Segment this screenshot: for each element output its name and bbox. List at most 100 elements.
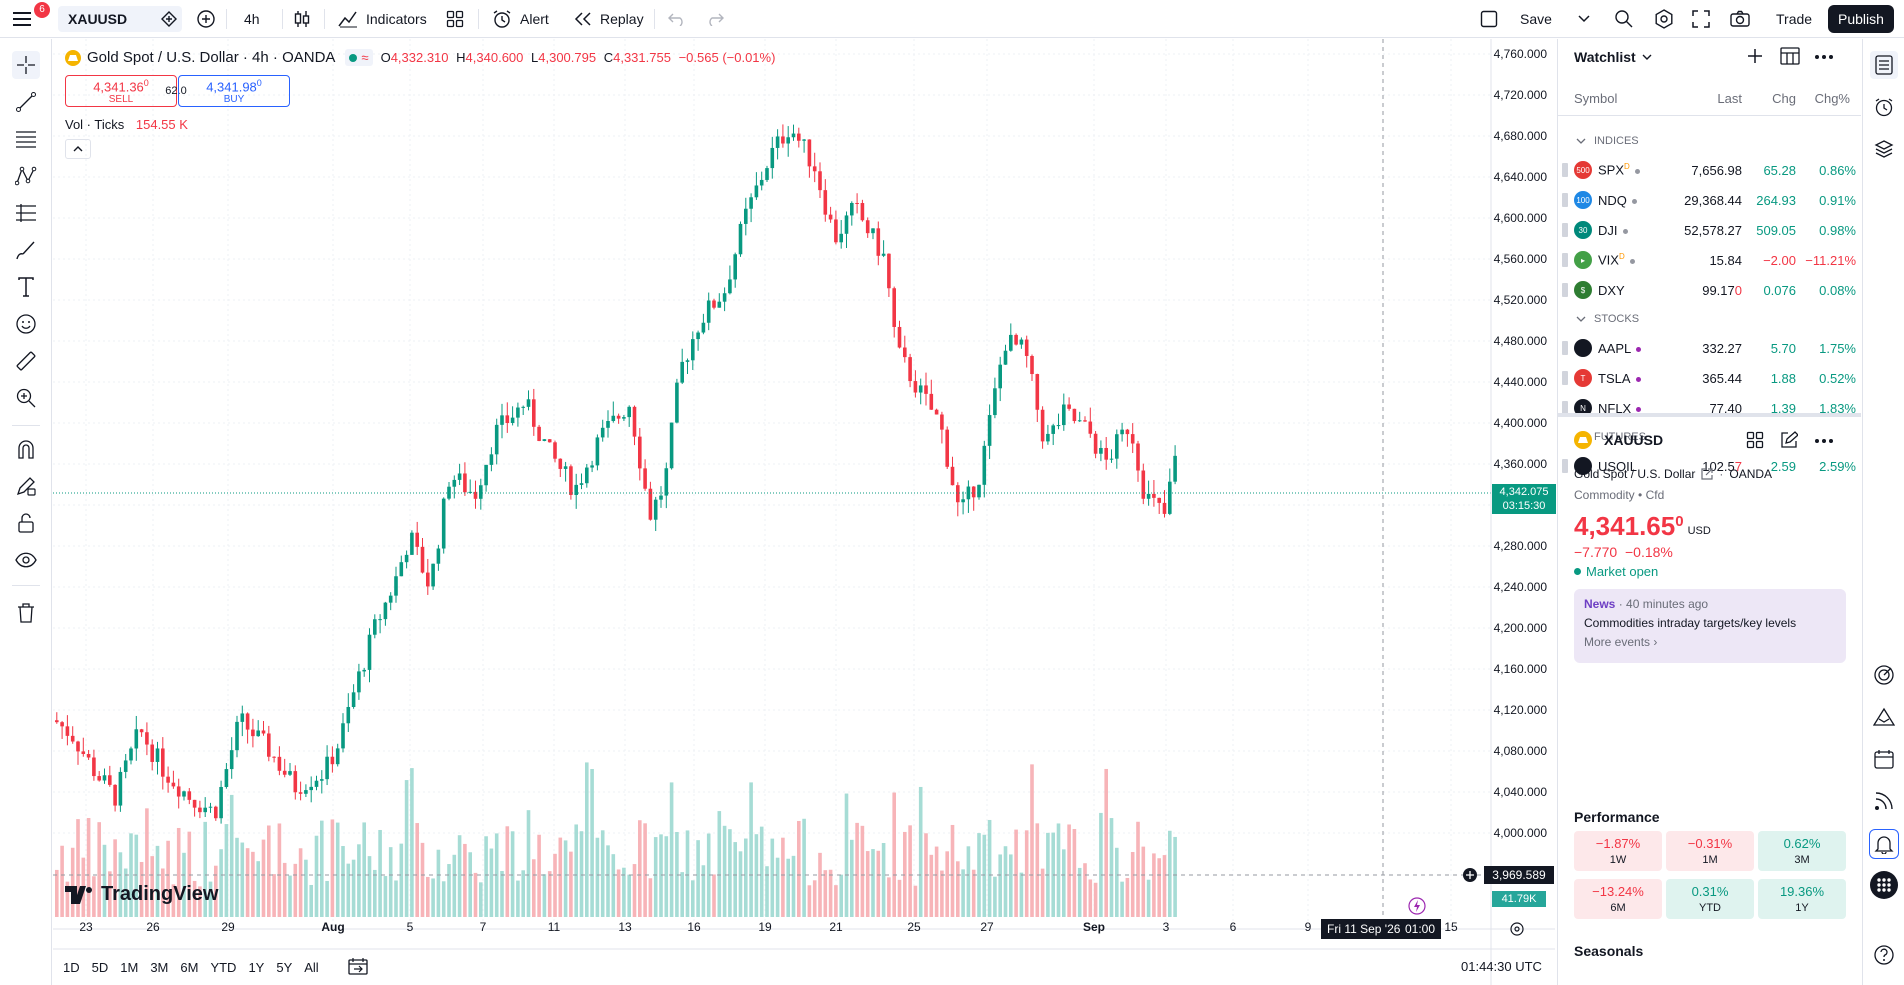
details-symbol[interactable]: XAUUSD	[1604, 432, 1664, 448]
performance-cell-3m[interactable]: 0.62% 3M	[1758, 831, 1846, 871]
trend-line-tool[interactable]	[12, 88, 40, 116]
object-tree-button[interactable]	[1870, 135, 1898, 163]
chart-pane[interactable]: 4,760.000 4,720.000 4,680.000 4,640.000 4,60…	[53, 39, 1556, 985]
hotlists-button[interactable]	[1870, 661, 1898, 689]
watchlist-row[interactable]: N NFLX 77.40 1.39 1.83%	[1558, 393, 1861, 423]
performance-cell-1w[interactable]: −1.87% 1W	[1574, 831, 1662, 871]
watchlist-row[interactable]: 100 NDQ 29,368.44 264.93 0.91%	[1558, 185, 1861, 215]
header-symbol[interactable]: Symbol	[1574, 91, 1618, 106]
news-headline[interactable]: Commodities intraday targets/key levels	[1584, 616, 1797, 630]
templates-button[interactable]	[446, 0, 468, 38]
compare-symbol-button[interactable]	[160, 0, 180, 38]
publish-button[interactable]: Publish	[1828, 5, 1894, 33]
performance-cell-1y[interactable]: 19.36% 1Y	[1758, 879, 1846, 919]
chart-canvas[interactable]: 4,760.000 4,720.000 4,680.000 4,640.000 4,60…	[53, 39, 1555, 985]
products-button[interactable]	[1870, 871, 1898, 899]
zoom-tool[interactable]	[12, 384, 40, 412]
watchlist-row[interactable]: AAPL 332.27 5.70 1.75%	[1558, 333, 1861, 363]
add-symbol-button[interactable]	[196, 0, 216, 38]
stay-in-drawing-tool[interactable]	[12, 472, 40, 500]
seasonals-title[interactable]: Seasonals	[1574, 943, 1644, 959]
chart-type-button[interactable]	[292, 0, 314, 38]
panel-splitter[interactable]	[1558, 413, 1861, 417]
range-6m[interactable]: 6M	[180, 959, 199, 975]
range-5y[interactable]: 5Y	[276, 959, 293, 975]
header-last[interactable]: Last	[1717, 91, 1742, 106]
details-edit-button[interactable]	[1780, 431, 1800, 451]
watchlist-row[interactable]: $ DXY 99.170 0.076 0.08%	[1558, 275, 1861, 305]
measure-tool[interactable]	[12, 347, 40, 375]
header-chg[interactable]: Chg	[1772, 91, 1796, 106]
volume-legend[interactable]: Vol · Ticks 154.55 K	[65, 117, 188, 132]
notifications-button[interactable]	[1869, 829, 1899, 859]
trade-button[interactable]: Trade	[1776, 0, 1812, 38]
calendar-button[interactable]	[1870, 745, 1898, 773]
watchlist-title-button[interactable]: Watchlist	[1574, 47, 1652, 67]
fib-tool[interactable]	[12, 125, 40, 153]
range-1m[interactable]: 1M	[120, 959, 139, 975]
save-button[interactable]: Save	[1520, 0, 1552, 38]
watchlist-row[interactable]: ▸ VIXD 15.84 −2.00 −11.21%	[1558, 245, 1861, 275]
menu-button[interactable]	[12, 0, 40, 38]
watchlist-row[interactable]: 500 SPXD 7,656.98 65.28 0.86%	[1558, 155, 1861, 185]
brush-tool[interactable]	[12, 236, 40, 264]
fullscreen-button[interactable]	[1692, 0, 1714, 38]
details-more-button[interactable]	[1814, 431, 1834, 451]
row-flag[interactable]	[1562, 283, 1568, 297]
text-tool[interactable]	[12, 273, 40, 301]
row-flag[interactable]	[1562, 371, 1568, 385]
magnet-tool[interactable]	[12, 435, 40, 463]
tradingview-logo[interactable]: TradingView	[65, 883, 218, 906]
row-flag[interactable]	[1562, 253, 1568, 267]
market-status[interactable]: Market open	[1574, 564, 1658, 579]
market-status-toggle[interactable]: ≈	[345, 49, 373, 66]
details-name[interactable]: Gold Spot / U.S. Dollar	[1574, 467, 1696, 481]
undo-button[interactable]	[668, 0, 688, 38]
advanced-view-button[interactable]	[1780, 47, 1800, 67]
help-button[interactable]	[1870, 941, 1898, 969]
row-flag[interactable]	[1562, 163, 1568, 177]
range-1d[interactable]: 1D	[63, 959, 80, 975]
more-events-link[interactable]: More events ›	[1584, 635, 1658, 649]
snapshot-button[interactable]	[1730, 0, 1752, 38]
news-card[interactable]: News · 40 minutes ago Commodities intrad…	[1574, 589, 1846, 663]
watchlist-row[interactable]: USOIL 102.57 2.59 2.59%	[1558, 451, 1861, 481]
lock-tool[interactable]	[12, 509, 40, 537]
redo-button[interactable]	[706, 0, 726, 38]
range-ytd[interactable]: YTD	[210, 959, 237, 975]
forecasting-tool[interactable]	[12, 199, 40, 227]
save-menu-button[interactable]	[1578, 0, 1592, 38]
range-5d[interactable]: 5D	[91, 959, 109, 975]
add-alert-button[interactable]	[1461, 867, 1479, 883]
interval-button[interactable]: 4h	[244, 0, 260, 38]
row-flag[interactable]	[1562, 401, 1568, 415]
buy-button[interactable]: 4,341.980 BUY	[178, 75, 290, 107]
time-axis-settings-button[interactable]	[1509, 921, 1525, 937]
hide-drawings-tool[interactable]	[12, 546, 40, 574]
watchlist-section-indices[interactable]: INDICES	[1558, 127, 1861, 155]
range-1y[interactable]: 1Y	[248, 959, 265, 975]
performance-cell-ytd[interactable]: 0.31% YTD	[1666, 879, 1754, 919]
row-flag[interactable]	[1562, 193, 1568, 207]
alerts-panel-button[interactable]	[1870, 93, 1898, 121]
crosshair-tool[interactable]	[12, 51, 40, 79]
watchlist-row[interactable]: 30 DJI 52,578.27 509.05 0.98%	[1558, 215, 1861, 245]
sell-button[interactable]: 4,341.360 SELL	[65, 75, 177, 107]
remove-drawings-tool[interactable]	[12, 599, 40, 627]
range-3m[interactable]: 3M	[150, 959, 169, 975]
performance-cell-6m[interactable]: −13.24% 6M	[1574, 879, 1662, 919]
timestamp-utc[interactable]: 01:44:30 UTC	[1461, 959, 1542, 974]
range-all[interactable]: All	[304, 959, 319, 975]
row-flag[interactable]	[1562, 459, 1568, 473]
lightning-button[interactable]	[1407, 896, 1427, 916]
header-chgp[interactable]: Chg%	[1814, 91, 1850, 106]
collapse-legend-button[interactable]	[65, 139, 91, 159]
watchlist-panel-button[interactable]	[1870, 51, 1898, 79]
ideas-button[interactable]	[1870, 703, 1898, 731]
external-link-icon[interactable]	[1701, 468, 1713, 480]
patterns-tool[interactable]	[12, 162, 40, 190]
indicators-button[interactable]: Indicators	[338, 0, 427, 38]
legend-title[interactable]: Gold Spot / U.S. Dollar · 4h · OANDA	[87, 49, 336, 66]
performance-cell-1m[interactable]: −0.31% 1M	[1666, 831, 1754, 871]
watchlist-more-button[interactable]	[1814, 47, 1834, 67]
